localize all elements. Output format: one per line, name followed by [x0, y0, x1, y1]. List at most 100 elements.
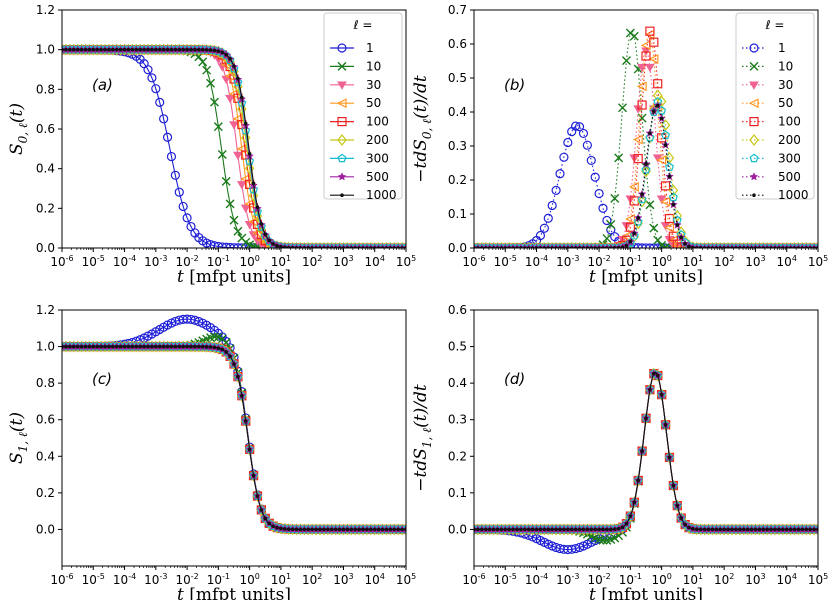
data-point [279, 244, 283, 248]
data-point [64, 47, 68, 52]
x-tick-label: 104 [777, 254, 797, 269]
data-point [190, 315, 200, 325]
series-markers-10 [474, 369, 818, 545]
data-point [198, 57, 208, 67]
data-point [555, 169, 565, 179]
data-point [228, 57, 232, 61]
legend-marker-300 [749, 153, 759, 163]
x-tick-label: 105 [396, 254, 416, 269]
data-point [624, 521, 629, 526]
data-point [702, 527, 707, 532]
data-point [99, 47, 103, 52]
data-point [165, 47, 170, 52]
data-point [559, 152, 569, 162]
data-point [675, 503, 680, 508]
x-tick-label: 10-5 [494, 572, 517, 587]
x-tick-label: 100 [239, 572, 259, 587]
x-tick-label: 104 [365, 572, 385, 587]
y-tick-label: 0.5 [448, 71, 467, 85]
data-point [620, 525, 625, 529]
legend-marker-500 [749, 172, 759, 181]
x-tick-label: 101 [683, 572, 703, 587]
x-tick-label: 10-6 [462, 572, 485, 587]
legend-label-30: 30 [778, 78, 793, 92]
data-point [589, 527, 594, 532]
data-point [487, 527, 492, 532]
x-axis-label: t [mfpt units] [177, 267, 291, 287]
x-tick-label: 102 [302, 572, 322, 587]
data-point [660, 196, 671, 207]
data-point [625, 222, 635, 232]
data-point [396, 527, 400, 532]
data-point [741, 527, 746, 532]
data-point [244, 162, 255, 175]
panel-d: 0.0 0.1 0.2 0.3 0.4 0.5 0.6 10-6 10-5 10-4 10-3 10-… [411, 303, 828, 600]
data-point [233, 151, 243, 161]
data-point [653, 79, 663, 89]
data-point [558, 527, 562, 532]
data-point [645, 26, 655, 36]
data-point [162, 132, 173, 142]
data-point [229, 215, 239, 225]
data-point [64, 344, 68, 349]
data-point [773, 527, 777, 532]
data-point [240, 393, 244, 398]
data-point [169, 344, 174, 349]
x-axis-label: t [mfpt units] [589, 267, 703, 287]
data-point [264, 518, 274, 528]
legend-label-200: 200 [778, 133, 801, 147]
legend-marker-1 [749, 43, 759, 53]
x-tick-label: 10-2 [175, 572, 198, 587]
data-point [655, 103, 660, 108]
data-point [538, 527, 543, 532]
y-tick-label: 1.2 [36, 3, 55, 17]
data-point [240, 204, 251, 213]
data-point [499, 527, 504, 532]
data-point [245, 156, 255, 165]
data-point [275, 243, 279, 248]
panel-label: (a) [92, 76, 113, 94]
data-point [206, 78, 216, 88]
x-tick-label: 10-1 [619, 254, 642, 269]
x-tick-label: 10-4 [525, 254, 548, 269]
panel-label: (b) [504, 76, 525, 94]
data-point [286, 245, 291, 248]
data-point [177, 47, 182, 52]
data-point [812, 527, 816, 532]
data-point [636, 216, 640, 220]
data-point [632, 500, 637, 505]
data-point [641, 51, 651, 61]
data-point [598, 203, 608, 213]
legend-marker-1000 [340, 193, 344, 197]
data-point [155, 97, 165, 107]
y-tick-label: 0.8 [36, 82, 55, 96]
data-point [628, 181, 639, 192]
data-point [283, 245, 287, 248]
data-point [329, 527, 334, 532]
data-point [154, 344, 158, 349]
data-point [675, 223, 680, 227]
data-point [208, 48, 213, 52]
data-point [220, 347, 225, 352]
legend-label-100: 100 [366, 115, 389, 129]
data-point [138, 47, 142, 52]
data-point [209, 97, 219, 107]
data-point [197, 47, 201, 52]
data-point [159, 114, 169, 124]
data-point [629, 31, 639, 41]
y-tick-label: 0.3 [448, 139, 467, 153]
data-point [353, 527, 357, 532]
legend-marker-100 [749, 116, 759, 127]
data-point [629, 497, 639, 507]
data-point [706, 527, 711, 532]
data-point [621, 56, 631, 66]
data-point [392, 527, 397, 532]
data-point [534, 527, 539, 532]
data-point [189, 47, 193, 52]
data-point [87, 344, 92, 349]
data-point [671, 483, 676, 488]
y-tick-label: 0.2 [448, 449, 467, 463]
data-point [683, 241, 687, 246]
data-point [126, 344, 131, 349]
legend-label-500: 500 [366, 170, 389, 184]
